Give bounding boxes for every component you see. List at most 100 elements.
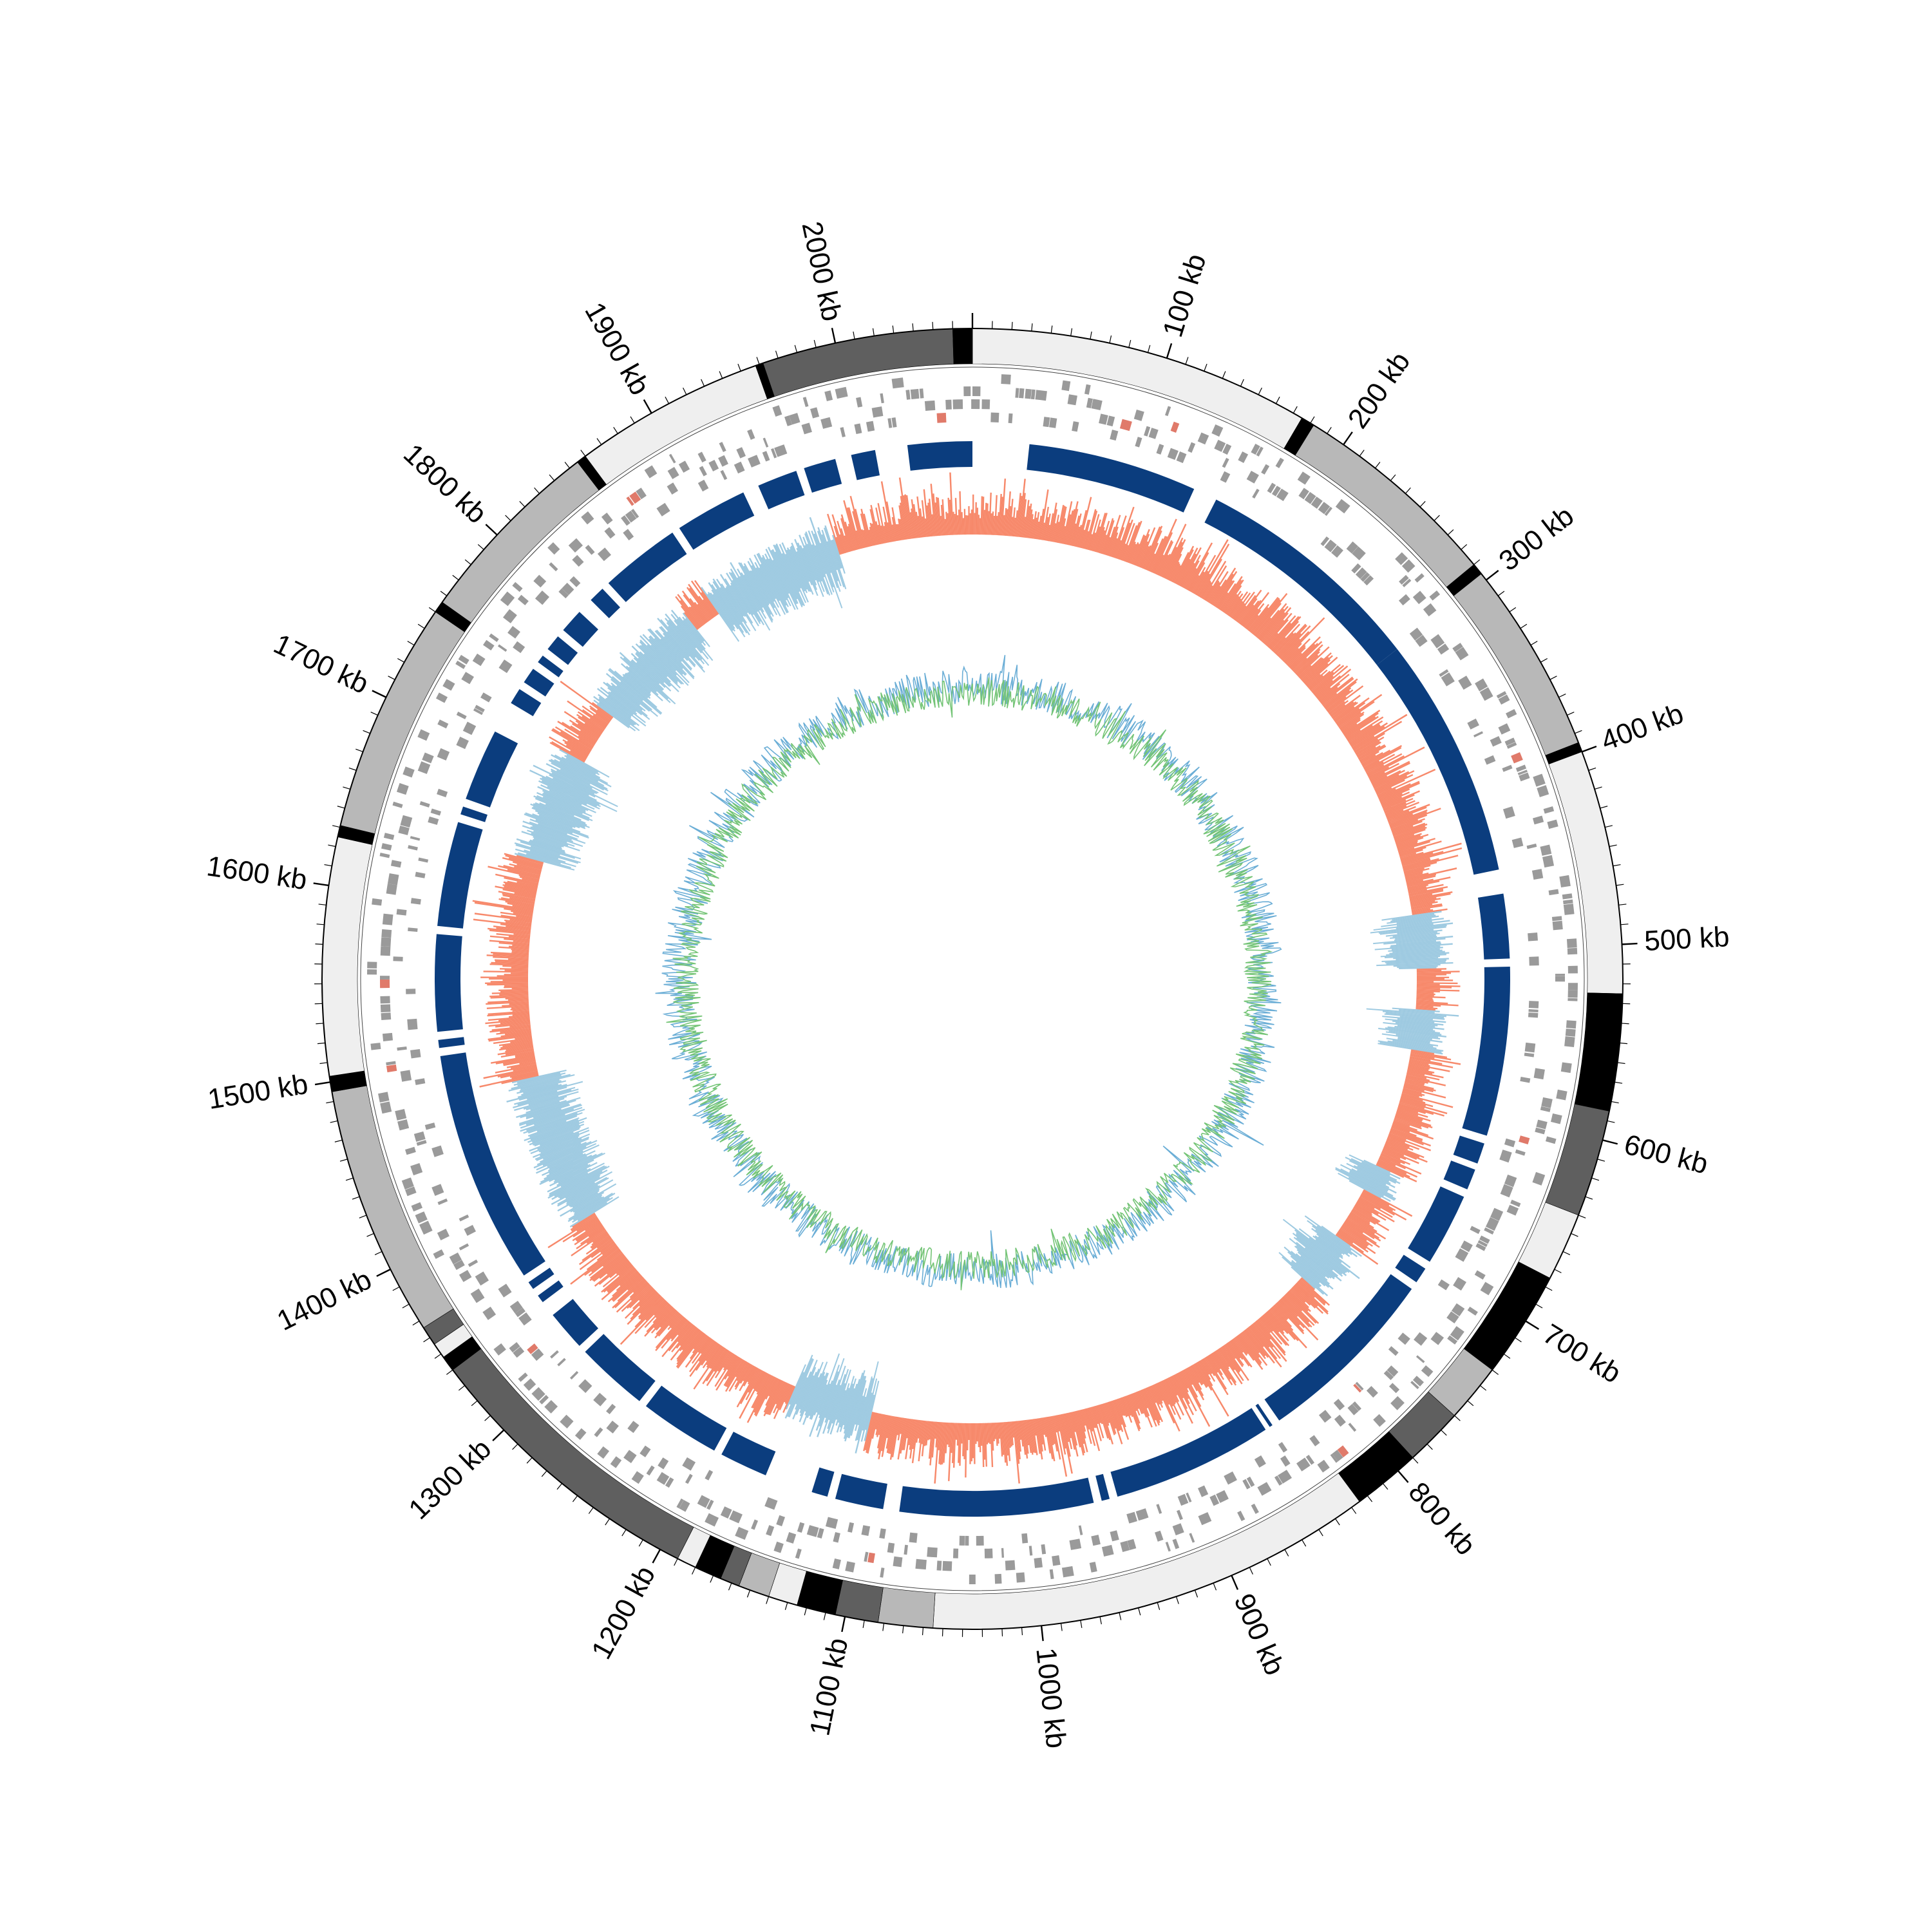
gc-skew-bar [863,513,873,547]
minor-tick [388,676,395,680]
gc-skew-bar [1417,978,1444,980]
gc-skew-bar [505,900,535,907]
gc-skew-bar [1245,609,1262,629]
gc-skew-bar [488,1021,531,1027]
gc-skew-bar [790,545,811,592]
gc-skew-bar [918,1420,923,1443]
gc-skew-bar [612,1272,640,1297]
gc-skew-bar [1396,918,1432,924]
minor-tick [862,1620,865,1628]
gc-skew-bar [753,554,786,615]
gc-skew-bar [549,742,585,763]
gc-skew-bar [1251,599,1281,634]
gene-feature [1001,374,1011,384]
gene-feature [668,453,676,464]
gc-skew-bar [1282,1218,1360,1280]
gc-skew-bar [1224,1343,1236,1359]
gc-skew-bar [625,665,659,696]
gc-skew-bar [727,1357,741,1377]
gene-feature [415,871,426,878]
gene-feature [410,836,421,841]
gc-skew-bar [1015,493,1021,537]
gc-skew-bar [1386,1140,1408,1150]
gene-feature [646,1465,655,1476]
gc-skew-bar [620,1298,665,1345]
gc-skew-bar [572,1197,613,1223]
gene-feature [1528,1009,1539,1013]
gc-skew-bar [785,1364,806,1410]
gc-skew-bar [1256,1319,1286,1354]
gc-skew-bar [1149,1386,1162,1411]
gc-skew-bar [781,553,800,592]
gc-skew-bar [1160,1381,1174,1406]
gc-skew-bar [1331,701,1354,719]
gc-skew-bar [898,477,909,540]
gene-feature [386,1061,396,1066]
gc-skew-bar [1219,576,1243,611]
gc-skew-bar [1106,515,1121,556]
gc-skew-bar [1393,826,1426,838]
gc-skew-bar [1336,708,1360,725]
minor-tick [1520,623,1528,629]
gc-skew-bar [513,940,530,943]
gc-skew-bar [1349,1212,1374,1229]
gc-skew-bar [753,1370,764,1390]
gc-skew-bar [1410,1056,1431,1061]
gc-skew-bar [1406,876,1451,887]
minor-tick [392,1286,400,1291]
minor-tick [638,1539,643,1547]
gene-feature [1480,1282,1494,1296]
gc-skew-bar [1247,1327,1264,1348]
minor-tick [621,1529,627,1537]
gc-skew-bar [1243,1330,1266,1359]
gc-skew-bar [1042,1417,1047,1437]
gc-skew-bar [1378,924,1447,934]
gc-skew-bar [665,613,710,667]
gene-feature [963,386,971,397]
gene-feature [1545,1136,1557,1144]
gene-feature [1156,444,1164,455]
gc-skew-bar [1381,790,1420,808]
minor-tick [1578,1215,1586,1218]
gc-skew-bar [833,526,844,554]
gc-skew-bar [598,696,636,726]
gc-skew-bar [876,1414,883,1437]
gc-skew-bar [1297,1251,1330,1279]
gc-skew-bar [542,793,586,813]
minor-tick [737,363,741,372]
minor-tick [710,1575,714,1583]
gc-skew-bar [1242,1331,1260,1354]
minor-tick [1060,1623,1063,1631]
gc-skew-bar [1289,1289,1309,1309]
gc-skew-bar [1119,543,1126,560]
gc-skew-bar [616,1282,649,1313]
gc-skew-bar [1387,915,1439,924]
gc-skew-bar [519,1080,562,1092]
gc-skew-bar [1372,770,1401,786]
gc-skew-bar [504,986,529,989]
minor-tick [452,574,459,581]
gc-skew-bar [593,699,636,732]
minor-tick [326,1101,334,1104]
gc-skew-bar [745,1370,763,1401]
gc-skew-bar [1346,1162,1396,1188]
gc-skew-bar [1051,1416,1061,1460]
minor-tick [1467,1400,1474,1406]
gc-skew-bar [763,1379,781,1413]
gc-skew-bar [1356,1202,1387,1221]
gc-skew-bar [670,1320,689,1342]
gc-skew-bar [877,524,883,544]
gc-skew-bar [1394,1119,1422,1130]
gc-skew-bar [1349,1171,1388,1193]
gc-skew-bar [1015,1421,1021,1459]
gc-skew-bar [620,656,671,703]
gc-skew-bar [1142,526,1161,569]
gc-skew-bar [540,1137,579,1153]
gc-skew-bar [1368,766,1390,779]
minor-tick [332,825,340,828]
gc-skew-bar [631,645,679,692]
gene-feature [751,1519,759,1530]
gc-skew-bar [1300,1277,1315,1291]
gc-skew-bar [1299,657,1323,679]
gene-feature [459,1214,469,1222]
